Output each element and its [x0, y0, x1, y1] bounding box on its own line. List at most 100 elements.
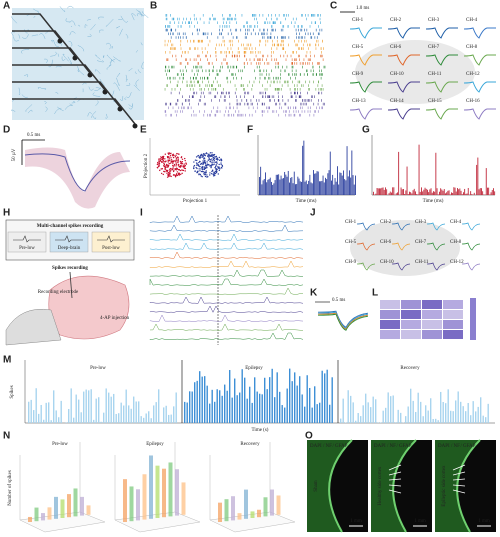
bar — [304, 181, 306, 195]
bar — [257, 509, 261, 518]
label: NF — [326, 444, 333, 449]
point — [202, 153, 205, 155]
neuron-fiber — [99, 78, 105, 86]
point — [198, 156, 200, 159]
brain-outline — [350, 220, 460, 276]
bar — [268, 179, 270, 195]
bar — [379, 188, 380, 195]
point — [175, 163, 178, 165]
bar — [389, 191, 391, 195]
bar — [260, 166, 262, 195]
label: CH-3 — [415, 220, 427, 225]
point — [213, 154, 215, 157]
neuron-fiber — [77, 45, 85, 52]
point — [214, 170, 217, 173]
point — [168, 152, 170, 154]
electrode-lead — [12, 98, 136, 125]
point — [179, 166, 182, 168]
bar — [417, 392, 419, 423]
point — [196, 171, 198, 174]
point — [168, 160, 170, 162]
point — [210, 172, 213, 175]
trace — [149, 233, 304, 241]
bar — [481, 188, 482, 195]
point — [169, 173, 171, 175]
point — [196, 170, 199, 173]
neuron-fiber — [69, 20, 76, 26]
point — [184, 167, 187, 170]
point — [200, 170, 203, 173]
cell — [401, 320, 421, 329]
point — [201, 168, 204, 171]
bar — [278, 174, 280, 195]
bar — [431, 192, 433, 195]
point — [202, 160, 204, 162]
cell — [443, 300, 463, 309]
point — [208, 153, 210, 155]
point — [160, 172, 163, 175]
bar — [457, 391, 459, 423]
neuron-fiber — [105, 113, 108, 119]
point — [195, 166, 197, 169]
neuron-fiber — [44, 100, 47, 105]
point — [159, 158, 162, 160]
cell — [422, 310, 442, 319]
bar — [350, 395, 352, 423]
bar — [45, 402, 47, 423]
bar — [452, 411, 454, 423]
point — [171, 168, 174, 171]
point — [210, 166, 212, 168]
bar — [54, 496, 58, 519]
label: CH-9 — [352, 72, 364, 77]
point — [195, 156, 198, 158]
label: CH-10 — [380, 260, 394, 265]
point — [215, 169, 218, 171]
bar — [38, 413, 40, 423]
point — [172, 170, 175, 173]
bar — [283, 178, 284, 195]
point — [195, 162, 198, 164]
bar — [35, 388, 37, 423]
point — [217, 166, 219, 168]
panel-letter: I — [140, 208, 143, 219]
neuron-fiber — [50, 51, 57, 57]
neuron-fiber — [55, 91, 59, 95]
cell — [380, 320, 400, 329]
bar — [292, 183, 294, 195]
label: Time (ms) — [423, 199, 444, 204]
point — [184, 159, 186, 162]
neuron-fiber — [92, 115, 97, 120]
trace — [149, 224, 304, 232]
bar — [375, 399, 377, 423]
neuron-fiber — [108, 59, 112, 67]
point — [182, 169, 185, 172]
bar — [162, 468, 166, 518]
waveform — [463, 54, 496, 66]
point — [169, 155, 172, 157]
bar — [430, 188, 432, 195]
point — [209, 159, 211, 161]
bar — [153, 405, 155, 423]
neuron-fiber — [86, 18, 91, 21]
point — [170, 175, 172, 178]
bar — [445, 403, 447, 423]
label: GFAP — [463, 444, 476, 449]
bar — [425, 405, 427, 423]
neuron-fiber — [87, 112, 93, 117]
label: Recording electrode — [38, 290, 79, 295]
point — [201, 175, 203, 178]
bar — [324, 373, 326, 423]
panel-letter: M — [3, 355, 11, 366]
point — [175, 159, 177, 162]
bar — [458, 189, 460, 195]
point — [178, 166, 181, 168]
label: Spikes — [10, 385, 15, 398]
bar — [173, 406, 175, 423]
bar — [407, 406, 409, 423]
bar — [293, 171, 295, 195]
neuron-fiber — [44, 58, 48, 64]
waveform — [426, 242, 446, 251]
bar — [274, 397, 276, 423]
point — [175, 162, 177, 164]
point — [206, 161, 208, 163]
